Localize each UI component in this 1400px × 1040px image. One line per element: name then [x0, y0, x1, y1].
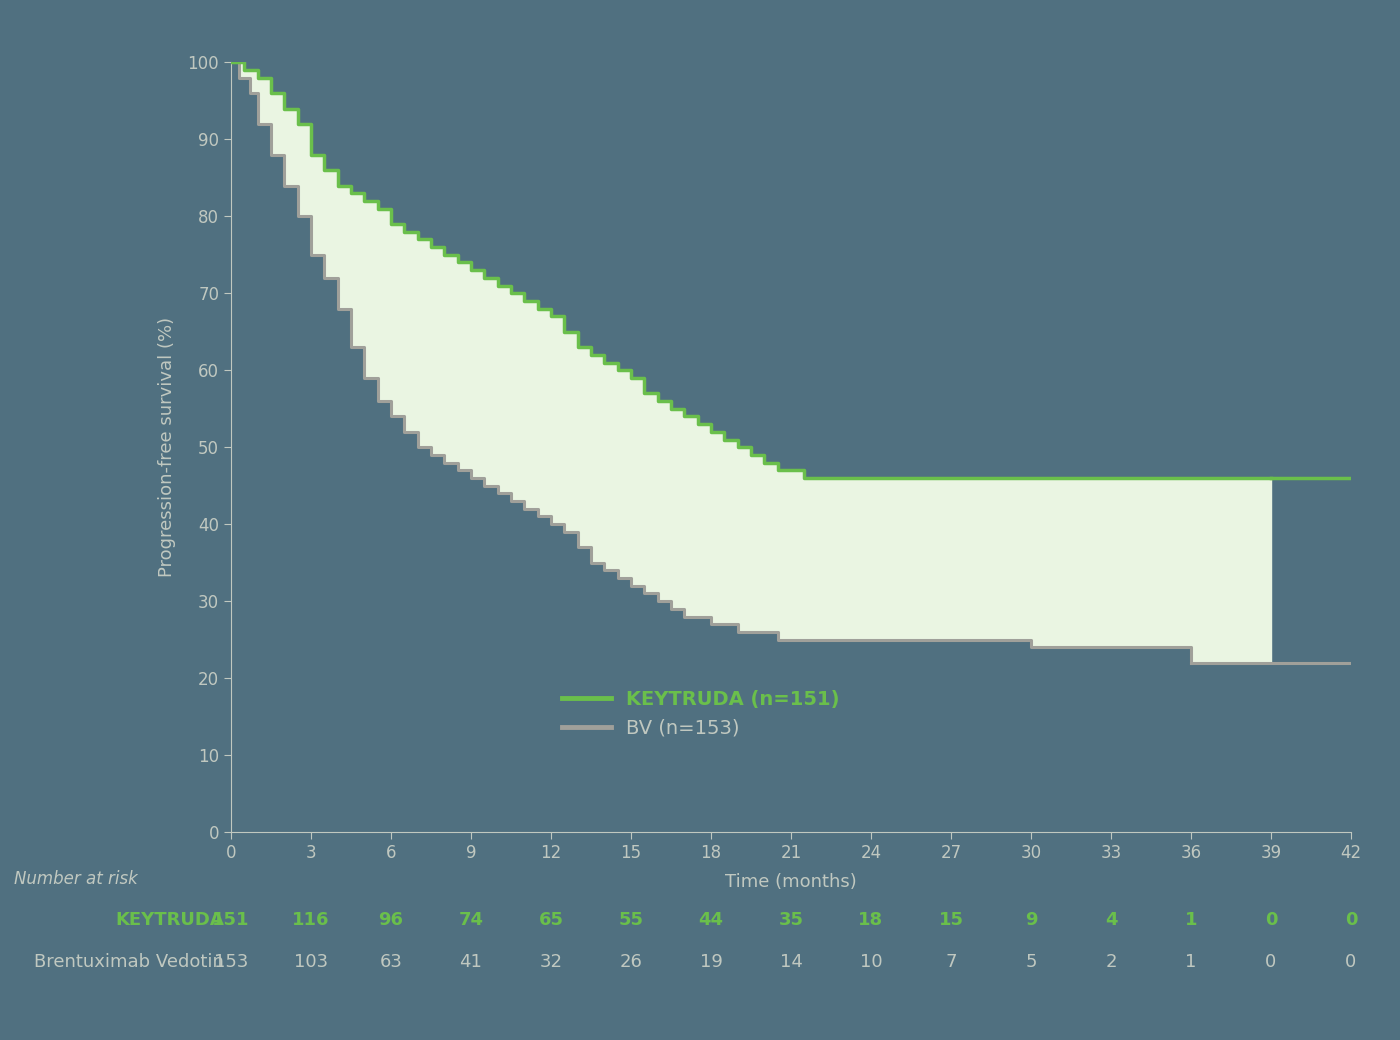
Text: 4: 4: [1105, 911, 1117, 930]
Text: 153: 153: [214, 953, 248, 971]
Text: 55: 55: [619, 911, 644, 930]
Text: 103: 103: [294, 953, 328, 971]
Text: Number at risk: Number at risk: [14, 869, 137, 888]
Text: 10: 10: [860, 953, 882, 971]
Text: 2: 2: [1105, 953, 1117, 971]
Text: 19: 19: [700, 953, 722, 971]
Text: 7: 7: [945, 953, 956, 971]
Text: 1: 1: [1186, 953, 1197, 971]
Text: 18: 18: [858, 911, 883, 930]
Text: 116: 116: [293, 911, 330, 930]
Text: 35: 35: [778, 911, 804, 930]
Text: 0: 0: [1345, 911, 1357, 930]
Text: 151: 151: [213, 911, 249, 930]
Text: 15: 15: [938, 911, 963, 930]
Text: 9: 9: [1025, 911, 1037, 930]
Text: 44: 44: [699, 911, 724, 930]
Legend: KEYTRUDA (n=151), BV (n=153): KEYTRUDA (n=151), BV (n=153): [554, 682, 847, 746]
Text: Brentuximab Vedotin: Brentuximab Vedotin: [34, 953, 224, 971]
Text: 1: 1: [1184, 911, 1197, 930]
Y-axis label: Progression-free survival (%): Progression-free survival (%): [158, 317, 176, 577]
Text: 26: 26: [620, 953, 643, 971]
Text: 32: 32: [539, 953, 563, 971]
Text: 0: 0: [1345, 953, 1357, 971]
Text: 65: 65: [539, 911, 563, 930]
Text: 74: 74: [459, 911, 483, 930]
Text: 63: 63: [379, 953, 402, 971]
Text: KEYTRUDA: KEYTRUDA: [115, 911, 224, 930]
Text: 14: 14: [780, 953, 802, 971]
Text: 41: 41: [459, 953, 483, 971]
Text: 0: 0: [1266, 953, 1277, 971]
Text: 5: 5: [1025, 953, 1037, 971]
Text: 0: 0: [1264, 911, 1277, 930]
X-axis label: Time (months): Time (months): [725, 873, 857, 891]
Text: 96: 96: [378, 911, 403, 930]
